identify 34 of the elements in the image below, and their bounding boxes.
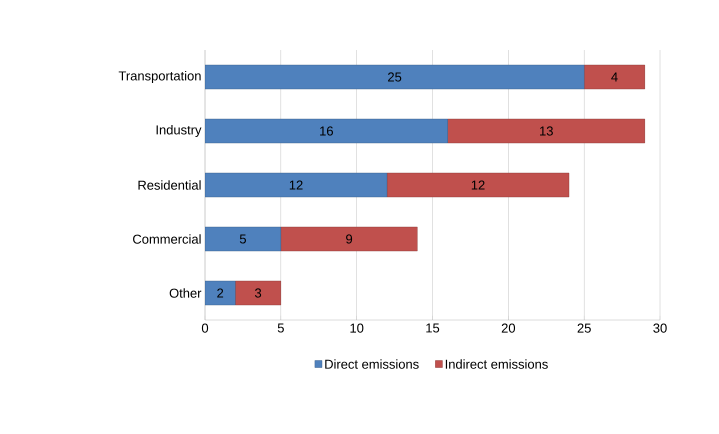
bar: [584, 64, 646, 90]
data-label: 13: [540, 126, 553, 136]
x-tick-label: 0: [202, 324, 208, 333]
bar: [205, 280, 236, 306]
y-tick-label: Transportation: [118, 70, 201, 84]
y-tick-label: Industry: [156, 124, 202, 138]
x-tick-label: 20: [502, 324, 516, 333]
data-label: 4: [611, 72, 618, 82]
bar: [205, 64, 584, 90]
bar: [235, 280, 282, 306]
bar: [447, 118, 646, 144]
data-label: 9: [346, 234, 352, 244]
x-tick-label: 30: [653, 324, 667, 333]
y-tick-label: Commercial: [133, 234, 201, 244]
bar: [205, 226, 282, 252]
bar: [280, 226, 418, 252]
legend-label: Indirect emissions: [446, 359, 548, 369]
data-label: 12: [472, 180, 485, 190]
x-tick-label: 15: [426, 324, 440, 333]
data-label: 2: [217, 288, 224, 298]
y-tick-label: Other: [170, 288, 202, 298]
x-tick-label: 25: [578, 324, 591, 333]
data-label: 3: [254, 288, 262, 298]
x-tick-label: 5: [278, 324, 284, 333]
data-label: 16: [320, 126, 333, 136]
data-label: 25: [388, 72, 402, 82]
data-label: 5: [240, 234, 246, 244]
bar: [205, 172, 388, 198]
data-label: 12: [290, 180, 303, 190]
y-tick-label: Residential: [138, 180, 201, 190]
bar: [205, 118, 448, 144]
x-tick-label: 10: [350, 324, 364, 333]
legend-label: Direct emissions: [325, 359, 419, 369]
bar: [386, 172, 570, 198]
